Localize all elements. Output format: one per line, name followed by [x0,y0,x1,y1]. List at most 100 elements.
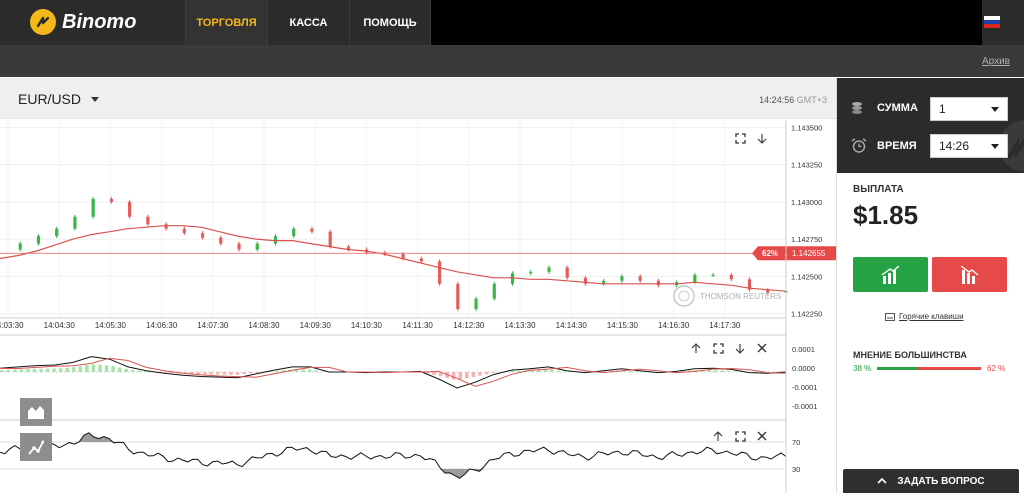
macd-histogram-bar [235,372,240,375]
oscillator-controls [713,431,767,442]
macd-histogram-bar [85,365,89,372]
candle-body [656,280,660,286]
macd-histogram-bar [216,372,220,375]
macd-histogram-bar [104,365,109,372]
fullscreen-icon[interactable] [735,431,746,442]
black-banner-area [431,0,982,45]
oscillator-oversold-area [459,469,465,479]
y-tick-label: 1.143500 [791,123,822,132]
macd-histogram-bar [451,372,456,380]
macd-tick-label: 0.0001 [792,345,815,354]
macd-histogram-bar [432,372,436,375]
arrow-up-icon[interactable] [691,343,701,353]
macd-histogram-bar [203,372,207,375]
macd-signal-line [0,357,787,387]
x-tick-label: 14:12:30 [453,321,485,330]
hotkeys-label: Горячие клавиши [899,312,964,321]
macd-histogram-bar [294,369,299,372]
payout-value: $1.85 [853,200,919,230]
macd-histogram-bar [13,369,17,372]
brand-logo[interactable]: Binomo [30,8,150,36]
macd-histogram-bar [131,369,135,372]
server-clock: 14:24:56 GMT+3 [759,95,827,105]
russia-flag-icon[interactable] [984,16,1000,28]
sub-bar [0,45,1024,77]
close-icon[interactable] [757,431,767,441]
asset-selector[interactable]: EUR/USD [18,91,100,107]
macd-histogram-bar [163,372,168,373]
macd-histogram-bar [465,372,469,379]
macd-histogram-bar [478,372,482,376]
macd-histogram-bar [438,372,443,377]
macd-histogram-bar [425,372,430,374]
macd-histogram-bar [58,368,63,372]
logo-icon [30,9,56,35]
candle-body [109,198,113,202]
candle-body [18,243,22,250]
trade-up-button[interactable] [853,257,928,292]
candle-body [583,277,588,284]
expiry-time-select[interactable]: 14:26 [930,134,1008,158]
chart-type-button[interactable] [20,398,52,426]
macd-histogram-bar [563,371,567,372]
macd-histogram-bar [727,370,731,372]
archive-link[interactable]: Архив [981,56,1010,67]
macd-histogram-bar [111,366,115,372]
reuters-logo-icon [673,285,695,307]
candle-body [529,271,533,274]
macd-histogram-bar [0,370,4,372]
x-tick-label: 14:04:30 [44,321,76,330]
y-tick-label: 1.143000 [791,198,822,207]
ask-question-label: ЗАДАТЬ ВОПРОС [897,475,985,487]
close-icon[interactable] [757,343,767,353]
macd-histogram-bar [268,371,273,372]
current-price-text: 1.142655 [792,249,826,258]
trade-down-button[interactable] [932,257,1007,292]
candle-body [55,228,59,237]
oscillator-axis-ticks: 70 30 [792,438,800,474]
ask-question-button[interactable]: ЗАДАТЬ ВОПРОС [843,469,1019,493]
fullscreen-icon[interactable] [713,343,724,354]
candle-body [419,258,423,262]
asset-pair-label: EUR/USD [18,91,82,107]
price-chart[interactable]: 1.143500 1.143250 1.143000 1.142750 1.142500… [0,120,836,493]
nav-cash[interactable]: КАССА [267,0,349,45]
macd-histogram-bar [32,368,37,372]
amount-select[interactable]: 1 [930,97,1008,121]
macd-histogram-bar [19,369,24,372]
x-tick-label: 14:08:30 [248,321,280,330]
current-price-badge-shape [752,246,836,261]
hotkeys-link[interactable]: Горячие клавиши [885,312,964,321]
nav-trade[interactable]: ТОРГОВЛЯ [185,0,267,45]
candle-body [346,246,351,250]
indicators-button[interactable] [20,433,52,461]
macd-histogram-bar [222,372,227,375]
macd-histogram-bar [720,370,724,372]
macd-histogram-bar [229,372,233,375]
candle-body [328,231,332,247]
oscillator-tick-label: 30 [792,465,800,474]
candle-body [219,237,223,244]
chevron-down-icon [991,107,999,112]
macd-tick-label: 0.0000 [792,364,815,373]
chevron-down-icon [91,96,100,102]
macd-histogram-bar [242,372,246,375]
macd-histogram-bar [707,370,711,372]
trade-settings: СУММА 1 ВРЕМЯ 14:26 [837,78,1024,173]
majority-badge-text: 62% [762,249,778,258]
macd-histogram-bar [91,364,96,372]
candle-body [766,289,770,293]
arrow-up-icon[interactable] [713,431,723,441]
macd-histogram-bar [255,372,259,373]
fullscreen-icon[interactable] [735,133,746,144]
nav-help[interactable]: ПОМОЩЬ [349,0,431,45]
arrow-down-icon[interactable] [757,134,767,144]
macd-histogram-bar [78,366,83,372]
candle-body [565,267,569,278]
arrow-down-icon[interactable] [735,344,745,354]
candle-body [200,233,205,238]
y-tick-label: 1.142750 [791,235,822,244]
macd-histogram-bar [314,370,318,372]
macd-histogram-bar [183,372,187,374]
macd-histogram-bar [117,367,122,372]
